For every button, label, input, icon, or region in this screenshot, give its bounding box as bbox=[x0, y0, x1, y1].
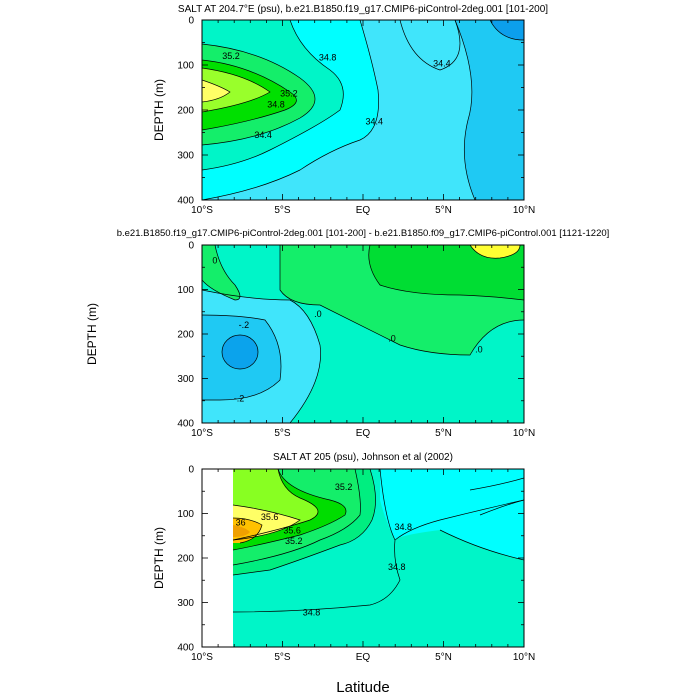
y-tick-label: 0 bbox=[188, 465, 194, 476]
fill-low-northeast bbox=[490, 20, 524, 40]
panel-1-title: SALT AT 204.7°E (psu), b.e21.B1850.f19_g… bbox=[178, 4, 548, 15]
y-tick-label: 100 bbox=[177, 61, 194, 72]
panel-2-fill bbox=[202, 245, 524, 423]
fill-max bbox=[202, 80, 230, 102]
y-tick-label: 300 bbox=[177, 151, 194, 162]
x-tick-label: EQ bbox=[356, 428, 371, 439]
panel-1-contour-labels: 35.2 35.2 34.8 34.8 34.4 34.4 34.4 bbox=[222, 51, 450, 140]
panel-model-salinity: SALT AT 204.7°E (psu), b.e21.B1850.f19_g… bbox=[152, 4, 548, 216]
panel-1-ylabel: DEPTH (m) bbox=[152, 79, 166, 141]
panel-2-ylabel: DEPTH (m) bbox=[85, 303, 99, 365]
x-tick-label: 10°S bbox=[191, 205, 213, 216]
x-tick-label: 5°S bbox=[274, 652, 291, 663]
contour-label: 35.2 bbox=[280, 88, 298, 98]
panel-3-ylabel: DEPTH (m) bbox=[152, 527, 166, 589]
contour-label: 34.8 bbox=[303, 607, 321, 617]
panel-2-axes: 10°S 5°S EQ 5°N 10°N 0 100 200 300 400 bbox=[177, 241, 535, 440]
contour-label: 34.4 bbox=[366, 116, 384, 126]
panel-2-title: b.e21.B1850.f19_g17.CMIP6-piControl-2deg… bbox=[117, 228, 610, 239]
fill-max bbox=[233, 525, 250, 537]
contour-label: .0 bbox=[388, 333, 396, 343]
fill-positive-high bbox=[368, 245, 524, 300]
y-tick-label: 400 bbox=[177, 419, 194, 430]
x-tick-label: 5°N bbox=[435, 205, 452, 216]
x-tick-label: EQ bbox=[356, 652, 371, 663]
contour-label: -.2 bbox=[239, 320, 250, 330]
contour-label: 35.6 bbox=[261, 512, 279, 522]
x-tick-label: 10°N bbox=[513, 652, 535, 663]
contour-label: -.2 bbox=[234, 394, 245, 404]
x-tick-label: 5°S bbox=[274, 428, 291, 439]
contour-label: 35.2 bbox=[285, 536, 303, 546]
x-tick-label: 10°N bbox=[513, 428, 535, 439]
x-tick-label: 5°S bbox=[274, 205, 291, 216]
contour-label: 34.8 bbox=[394, 522, 412, 532]
x-tick-label: 10°S bbox=[191, 428, 213, 439]
y-tick-label: 0 bbox=[188, 16, 194, 27]
y-tick-label: 200 bbox=[177, 554, 194, 565]
y-tick-label: 400 bbox=[177, 643, 194, 654]
x-tick-label: EQ bbox=[356, 205, 371, 216]
y-tick-label: 300 bbox=[177, 598, 194, 609]
contour-label: 34.4 bbox=[254, 130, 272, 140]
fill-below-34.4-east bbox=[455, 20, 524, 200]
y-tick-label: 100 bbox=[177, 285, 194, 296]
contour-label: 0 bbox=[212, 256, 217, 266]
panel-observed-salinity: SALT AT 205 (psu), Johnson et al (2002) bbox=[152, 452, 535, 663]
fill-34.8-east bbox=[380, 469, 524, 560]
panel-1-fill bbox=[202, 20, 524, 200]
contour-label: 36 bbox=[236, 517, 246, 527]
x-tick-label: 10°S bbox=[191, 652, 213, 663]
panel-difference: b.e21.B1850.f19_g17.CMIP6-piControl-2deg… bbox=[85, 228, 609, 439]
contour-label: 35.6 bbox=[283, 525, 301, 535]
y-tick-label: 200 bbox=[177, 330, 194, 341]
panel-3-title: SALT AT 205 (psu), Johnson et al (2002) bbox=[273, 452, 453, 463]
panel-3-fill bbox=[202, 469, 524, 647]
x-tick-label: 5°N bbox=[435, 428, 452, 439]
contour-label: .0 bbox=[475, 345, 483, 355]
x-tick-label: 5°N bbox=[435, 652, 452, 663]
x-tick-label: 10°N bbox=[513, 205, 535, 216]
panel-3-axes: 10°S 5°S EQ 5°N 10°N 0 100 200 300 400 bbox=[177, 465, 535, 664]
contour-label: 34.8 bbox=[267, 100, 285, 110]
y-tick-label: 300 bbox=[177, 374, 194, 385]
contour-label: 34.8 bbox=[388, 562, 406, 572]
contour-label: 35.2 bbox=[335, 482, 353, 492]
panel-1-contours bbox=[202, 20, 524, 200]
y-tick-label: 100 bbox=[177, 509, 194, 520]
fill-max bbox=[470, 245, 520, 259]
contour-label: 35.2 bbox=[222, 51, 240, 61]
contour-label: .0 bbox=[314, 309, 322, 319]
fill-min bbox=[222, 335, 258, 369]
panel-3-contours bbox=[232, 469, 524, 613]
y-tick-label: 0 bbox=[188, 241, 194, 252]
panel-2-contour-labels: 0 .0 .0 .0 -.2 -.2 bbox=[212, 256, 482, 404]
contour-label: 34.4 bbox=[433, 59, 451, 69]
contour-label: 34.8 bbox=[319, 52, 337, 62]
fill-positive-west bbox=[202, 245, 240, 300]
y-tick-label: 400 bbox=[177, 196, 194, 207]
x-axis-label: Latitude bbox=[336, 679, 389, 696]
fill-35.8-36.0 bbox=[202, 68, 270, 112]
y-tick-label: 200 bbox=[177, 106, 194, 117]
panel-1-axes: 10°S 5°S EQ 5°N 10°N 0 100 200 300 400 bbox=[177, 16, 535, 217]
panel-2-contours bbox=[202, 245, 524, 423]
